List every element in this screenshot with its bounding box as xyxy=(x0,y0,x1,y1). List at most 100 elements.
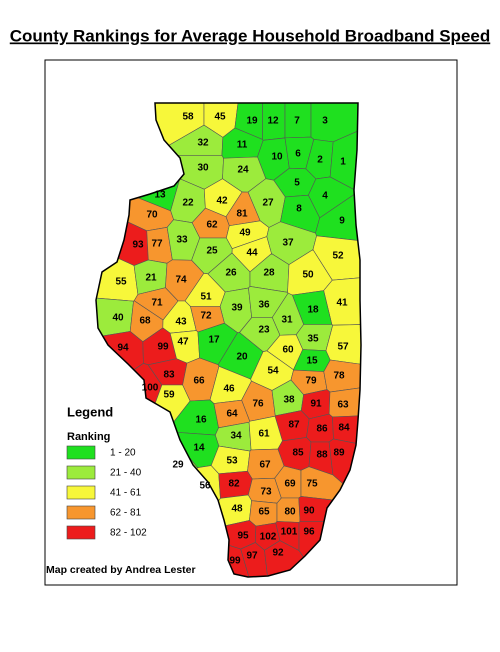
county-label: 63 xyxy=(337,400,349,411)
credit: Map created by Andrea Lester xyxy=(46,564,196,576)
legend: 1 - 20 21 - 40 41 - 61 62 - 81 82 - 102 xyxy=(66,445,147,540)
county-label: 14 xyxy=(193,443,205,454)
county-label: 38 xyxy=(283,395,295,406)
county-label: 42 xyxy=(216,196,228,207)
county xyxy=(96,430,198,577)
county-label: 55 xyxy=(115,277,127,288)
county-label: 9 xyxy=(339,216,345,227)
county-label: 22 xyxy=(182,198,194,209)
county-label: 69 xyxy=(284,479,296,490)
county-label: 2 xyxy=(317,155,323,166)
county-label: 56 xyxy=(199,481,211,492)
county-label: 74 xyxy=(175,275,187,286)
legend-label: 62 - 81 xyxy=(110,508,142,519)
county-label: 82 xyxy=(228,479,240,490)
legend-title: Legend xyxy=(67,404,113,419)
county-label: 61 xyxy=(258,429,270,440)
county-label: 92 xyxy=(272,548,284,559)
county-label: 78 xyxy=(333,371,345,382)
legend-label: 41 - 61 xyxy=(110,488,142,499)
county-label: 99 xyxy=(157,342,169,353)
county-label: 80 xyxy=(284,507,296,518)
county xyxy=(310,103,361,143)
county-label: 71 xyxy=(151,298,163,309)
county-label: 41 xyxy=(336,298,348,309)
county-label: 5 xyxy=(294,178,300,189)
county-label: 58 xyxy=(182,112,194,123)
county-label: 27 xyxy=(262,198,274,209)
county-label: 75 xyxy=(306,479,318,490)
county-label: 10 xyxy=(271,152,283,163)
county-label: 47 xyxy=(177,337,189,348)
legend-label: 21 - 40 xyxy=(110,468,142,479)
county-label: 59 xyxy=(163,390,175,401)
county-label: 11 xyxy=(237,140,248,151)
county-label: 17 xyxy=(208,335,220,346)
county-label: 54 xyxy=(267,366,279,377)
county-label: 94 xyxy=(117,343,129,354)
county-label: 53 xyxy=(226,456,238,467)
county-label: 20 xyxy=(236,352,248,363)
county-label: 36 xyxy=(258,300,270,311)
county-label: 23 xyxy=(258,325,270,336)
county-label: 39 xyxy=(231,303,243,314)
county-label: 95 xyxy=(237,531,249,542)
county-label: 13 xyxy=(154,190,166,201)
county-label: 96 xyxy=(303,527,315,538)
county xyxy=(323,276,361,326)
county-label: 26 xyxy=(225,268,237,279)
county-label: 31 xyxy=(281,315,293,326)
county-label: 15 xyxy=(306,356,318,367)
county-label: 60 xyxy=(282,345,294,356)
county-label: 84 xyxy=(338,423,350,434)
county-label: 48 xyxy=(231,504,243,515)
county-label: 32 xyxy=(197,138,209,149)
county xyxy=(323,359,361,393)
county-label: 37 xyxy=(282,238,294,249)
county-label: 21 xyxy=(145,273,157,284)
county-label: 43 xyxy=(175,317,187,328)
county-label: 65 xyxy=(258,507,270,518)
county-label: 100 xyxy=(142,383,159,394)
county-label: 83 xyxy=(163,370,175,381)
county-label: 4 xyxy=(322,191,328,202)
county-label: 50 xyxy=(302,270,314,281)
county-label: 76 xyxy=(252,399,264,410)
county-label: 33 xyxy=(176,235,188,246)
county-label: 72 xyxy=(200,311,212,322)
county xyxy=(96,331,144,404)
county-label: 16 xyxy=(195,415,207,426)
county-label: 57 xyxy=(337,342,349,353)
county-label: 3 xyxy=(322,116,328,127)
county xyxy=(325,323,361,367)
county-label: 99 xyxy=(229,556,241,567)
legend-swatch xyxy=(66,485,96,500)
county-label: 28 xyxy=(263,268,275,279)
county-label: 45 xyxy=(214,112,226,123)
legend-swatch xyxy=(66,505,96,520)
county-label: 18 xyxy=(307,305,319,316)
frame xyxy=(44,59,458,586)
county-label: 79 xyxy=(305,376,317,387)
county-label: 40 xyxy=(112,313,124,324)
legend-swatch xyxy=(66,525,96,540)
county-label: 7 xyxy=(294,116,300,127)
county-label: 67 xyxy=(259,460,271,471)
county-label: 66 xyxy=(193,376,205,387)
county-label: 35 xyxy=(307,334,319,345)
county-label: 25 xyxy=(206,246,218,257)
county-label: 73 xyxy=(260,487,272,498)
county-label: 30 xyxy=(197,163,209,174)
legend-swatch xyxy=(66,445,96,460)
county-label: 68 xyxy=(139,316,151,327)
county-label: 64 xyxy=(226,409,238,420)
county-label: 87 xyxy=(288,420,300,431)
county-label: 1 xyxy=(340,157,346,168)
state-outline xyxy=(95,102,362,578)
county-label: 102 xyxy=(260,532,277,543)
county-label: 19 xyxy=(246,116,258,127)
county-label: 6 xyxy=(295,149,301,160)
county-label: 85 xyxy=(292,448,304,459)
county-label: 62 xyxy=(206,220,218,231)
